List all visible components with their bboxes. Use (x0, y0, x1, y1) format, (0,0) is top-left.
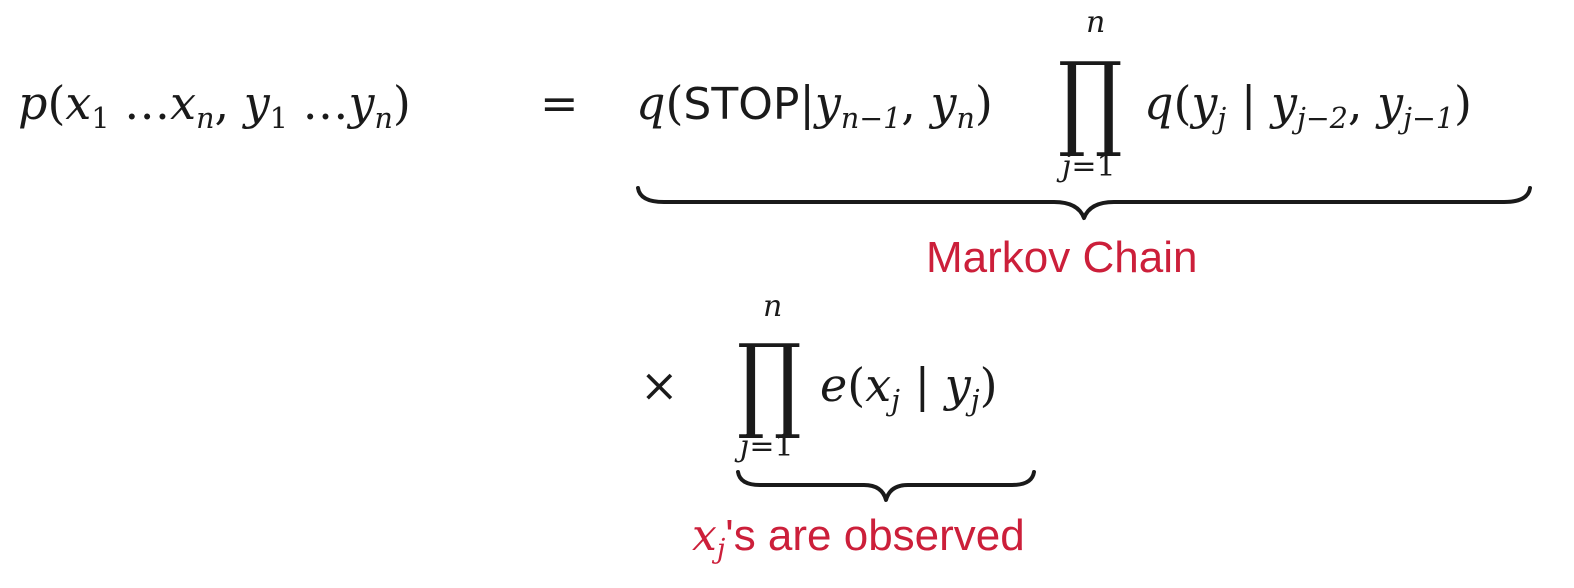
emission-prod-start: =1 (749, 429, 794, 464)
lhs-y-last: n (374, 102, 393, 136)
emission-factor: e(xj | yj) (820, 358, 998, 418)
stop-cond-second: n (956, 102, 975, 136)
markov-chain-label: Markov Chain (926, 233, 1198, 282)
times-sign: × (640, 358, 679, 412)
stop-cond-first: n−1 (840, 102, 902, 136)
lhs-y-var-last: y (348, 76, 375, 130)
transition-factor-cond-y2: y (1377, 76, 1404, 130)
transition-factor-y: y (1191, 76, 1218, 130)
observed-label-sub: j (716, 534, 726, 566)
transition-factor-sub: j (1217, 102, 1227, 136)
stop-token: STOP (683, 79, 800, 130)
lhs-ellipsis-1: … (124, 76, 171, 130)
observed-underbrace (736, 470, 1036, 502)
emission-y-var: y (944, 358, 971, 412)
lhs-y-var: y (243, 76, 270, 130)
transition-factor-cond-second: j−1 (1403, 102, 1455, 136)
lhs-ellipsis-2: … (302, 76, 349, 130)
emission-prod-index: j (740, 429, 750, 464)
observed-label-var: x (692, 510, 717, 561)
emission-x-sub: j (891, 384, 900, 418)
stop-func: q (636, 76, 666, 130)
transition-factor-cond-y1: y (1271, 76, 1297, 130)
transition-prod-symbol: ∏ (1058, 39, 1123, 161)
lhs-x-first: 1 (91, 102, 110, 136)
stop-cond-y2: y (930, 76, 957, 130)
transition-prod-upper: n (1086, 5, 1106, 40)
emission-y-sub: j (970, 384, 980, 418)
emission-prod-upper: n (763, 289, 783, 324)
emission-prod-symbol: ∏ (737, 321, 802, 443)
transition-factor: q(yj | yj−2, yj−1) (1144, 76, 1472, 136)
lhs-x-last: n (196, 102, 215, 136)
observed-label-suffix: 's are observed (725, 511, 1025, 560)
lhs-func: p (18, 76, 48, 130)
stop-cond-y1: y (814, 76, 841, 130)
lhs-x-var: x (65, 76, 92, 130)
transition-factor-cond-first: j−2 (1297, 102, 1348, 136)
markov-chain-underbrace (636, 186, 1532, 220)
transition-factor-func: q (1144, 76, 1174, 130)
emission-prod-lower: j=1 (740, 432, 794, 462)
emission-x-var: x (865, 358, 892, 412)
transition-prod-lower: j=1 (1062, 152, 1116, 182)
equals-sign: = (540, 76, 579, 130)
transition-prod-start: =1 (1071, 149, 1116, 184)
lhs-x-var-last: x (170, 76, 197, 130)
transition-prod-index: j (1062, 149, 1072, 184)
observed-label: xj's are observed (692, 511, 1025, 564)
stop-probability: q(STOP|yn−1, yn) (636, 76, 993, 136)
emission-func: e (820, 358, 848, 412)
lhs-expression: p(x1 …xn, y1 …yn) (18, 76, 411, 136)
lhs-y-first: 1 (269, 102, 288, 136)
